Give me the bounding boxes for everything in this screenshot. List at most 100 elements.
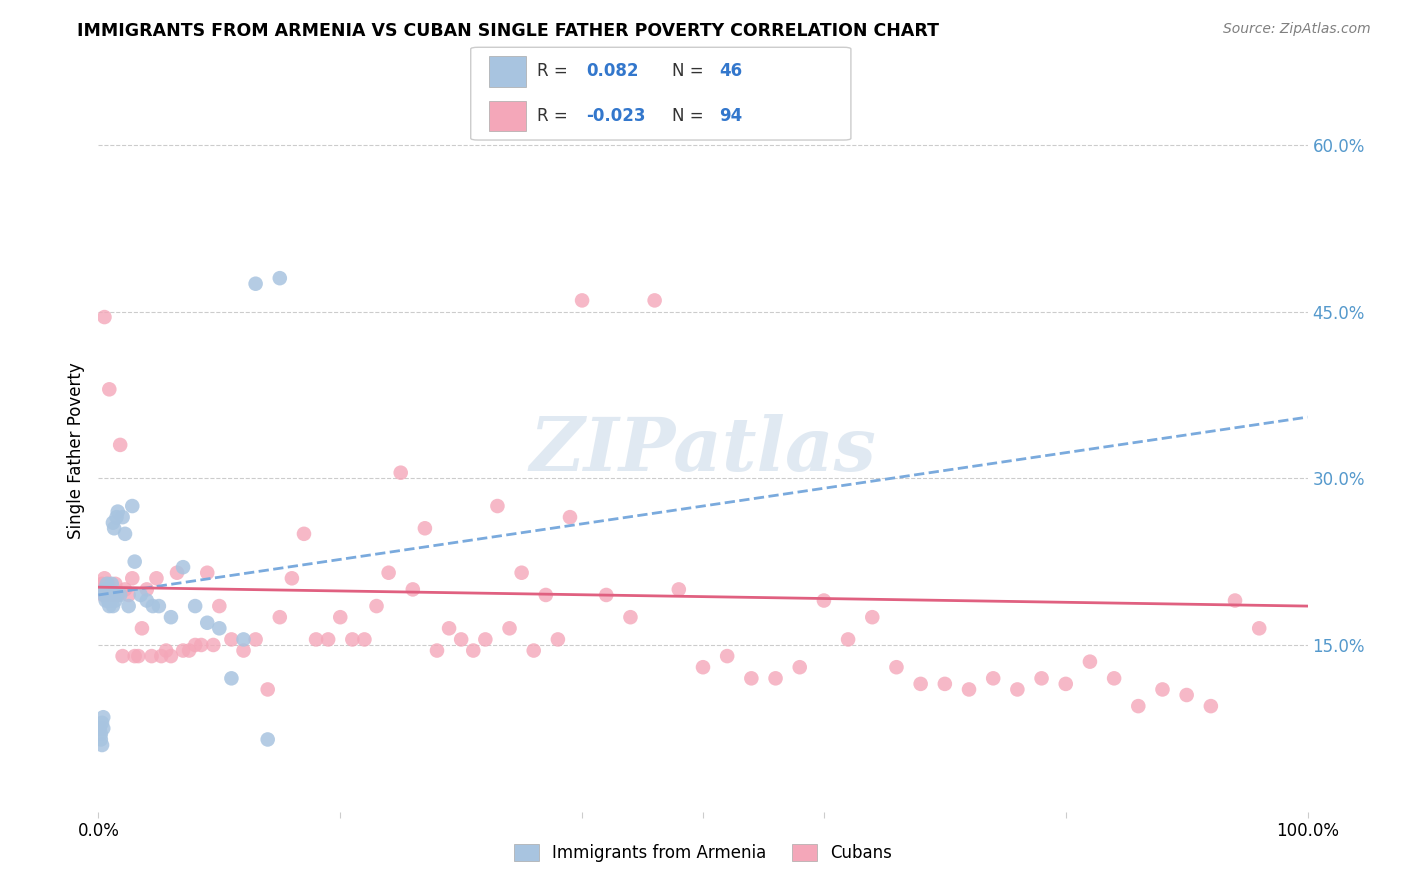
Point: [184, 638, 207, 652]
Point: [101, 599, 124, 613]
Point: [1054, 677, 1077, 691]
Point: [135, 593, 157, 607]
Point: [886, 660, 908, 674]
Point: [1007, 682, 1029, 697]
Point: [91, 710, 114, 724]
Point: [98, 599, 121, 613]
Point: [668, 582, 690, 597]
Text: R =: R =: [537, 62, 572, 80]
Point: [160, 649, 183, 664]
Point: [91, 577, 114, 591]
Point: [1128, 699, 1150, 714]
Point: [269, 610, 291, 624]
Point: [281, 571, 304, 585]
Point: [1223, 593, 1246, 607]
Point: [93, 582, 115, 597]
Point: [329, 610, 352, 624]
Point: [221, 632, 243, 647]
Point: [100, 582, 122, 597]
Text: Source: ZipAtlas.com: Source: ZipAtlas.com: [1223, 22, 1371, 37]
Point: [571, 293, 593, 308]
Point: [413, 521, 436, 535]
Point: [101, 588, 124, 602]
Point: [114, 582, 136, 597]
Text: R =: R =: [537, 107, 572, 125]
Point: [94, 593, 117, 607]
Point: [692, 660, 714, 674]
Point: [316, 632, 339, 647]
Point: [221, 671, 243, 685]
Point: [245, 632, 267, 647]
Point: [269, 271, 291, 285]
Point: [94, 582, 117, 597]
Point: [101, 516, 124, 530]
Point: [957, 682, 980, 697]
Point: [108, 588, 131, 602]
Point: [121, 571, 143, 585]
Point: [105, 510, 128, 524]
Bar: [489, 101, 526, 131]
Text: N =: N =: [672, 107, 709, 125]
Point: [91, 738, 114, 752]
Text: -0.023: -0.023: [586, 107, 645, 125]
Point: [595, 588, 617, 602]
Point: [124, 649, 146, 664]
Point: [450, 632, 472, 647]
Point: [96, 588, 118, 602]
Point: [195, 566, 218, 580]
Point: [232, 643, 254, 657]
Point: [202, 638, 225, 652]
Point: [135, 582, 157, 597]
Point: [765, 671, 787, 685]
Point: [142, 599, 165, 613]
Point: [292, 526, 315, 541]
Point: [740, 671, 762, 685]
Point: [118, 588, 141, 602]
Point: [1031, 671, 1053, 685]
Point: [97, 593, 120, 607]
Point: [155, 643, 177, 657]
Point: [305, 632, 328, 647]
Point: [474, 632, 496, 647]
Point: [437, 621, 460, 635]
Point: [644, 293, 666, 308]
Point: [93, 310, 115, 324]
Point: [107, 505, 129, 519]
Point: [94, 582, 117, 597]
Point: [96, 577, 118, 591]
Point: [100, 593, 122, 607]
Point: [91, 588, 114, 602]
Point: [256, 732, 278, 747]
Bar: [489, 56, 526, 87]
Point: [1175, 688, 1198, 702]
Point: [1102, 671, 1125, 685]
Point: [172, 560, 194, 574]
Point: [534, 588, 557, 602]
Point: [377, 566, 399, 580]
Point: [91, 715, 114, 730]
Point: [558, 510, 581, 524]
Text: IMMIGRANTS FROM ARMENIA VS CUBAN SINGLE FATHER POVERTY CORRELATION CHART: IMMIGRANTS FROM ARMENIA VS CUBAN SINGLE …: [77, 22, 939, 40]
Point: [111, 649, 134, 664]
Point: [342, 632, 364, 647]
Point: [837, 632, 859, 647]
Point: [111, 510, 134, 524]
Point: [100, 588, 122, 602]
Point: [108, 438, 131, 452]
Point: [107, 588, 129, 602]
Point: [1199, 699, 1222, 714]
Point: [523, 643, 546, 657]
Point: [90, 727, 112, 741]
Y-axis label: Single Father Poverty: Single Father Poverty: [66, 362, 84, 539]
Point: [124, 555, 146, 569]
Point: [789, 660, 811, 674]
Point: [208, 599, 231, 613]
Point: [145, 571, 167, 585]
Point: [813, 593, 835, 607]
Point: [97, 582, 120, 597]
Point: [103, 521, 125, 535]
Point: [510, 566, 533, 580]
Point: [90, 582, 112, 597]
Point: [860, 610, 883, 624]
Point: [353, 632, 375, 647]
